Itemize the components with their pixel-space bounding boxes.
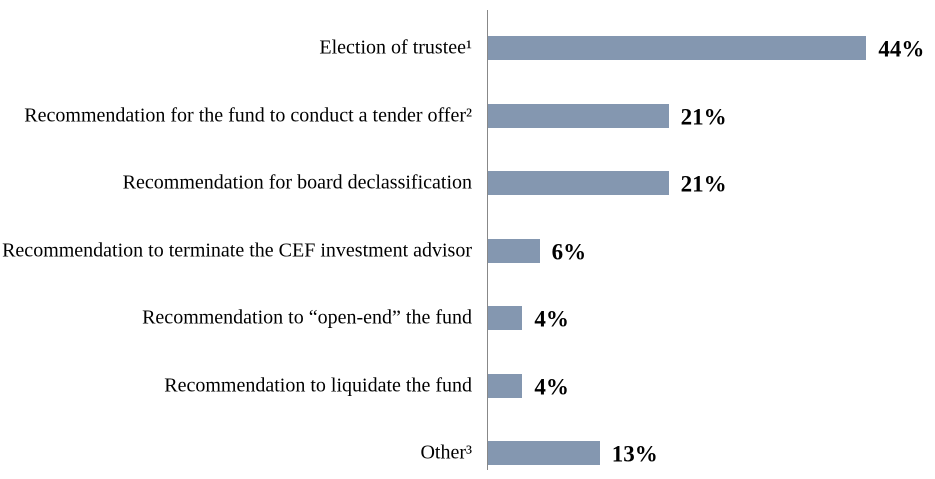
value-label: 4%: [534, 373, 569, 399]
category-label: Recommendation for the fund to conduct a…: [24, 104, 472, 126]
bar: [488, 441, 600, 465]
category-label: Election of trustee¹: [319, 36, 472, 59]
bar: [488, 373, 523, 398]
bar: [488, 306, 523, 330]
value-label: 13%: [611, 441, 658, 467]
category-label: Recommendation for board declassificatio…: [122, 171, 472, 194]
category-label: Other³: [420, 441, 472, 464]
category-label-box: Recommendation to terminate the CEF inve…: [2, 238, 472, 263]
bar: [488, 171, 669, 195]
category-label: Recommendation to liquidate the fund: [164, 374, 472, 396]
category-label-box: Recommendation to “open-end” the fund: [2, 306, 472, 331]
bar: [488, 36, 867, 60]
category-label: Recommendation to terminate the CEF inve…: [2, 239, 472, 261]
value-label: 44%: [878, 36, 925, 62]
category-label-box: Recommendation to liquidate the fund: [2, 373, 472, 398]
category-label-box: Election of trustee¹: [2, 36, 472, 61]
category-label-box: Other³: [2, 441, 472, 466]
bar: [488, 103, 669, 128]
value-label: 6%: [551, 238, 587, 264]
value-label: 21%: [680, 103, 727, 129]
axis-line: [487, 10, 488, 470]
category-label-box: Recommendation for board declassificatio…: [2, 171, 472, 196]
bar: [488, 238, 540, 263]
value-label: 4%: [534, 306, 569, 332]
category-label: Recommendation to “open-end” the fund: [142, 306, 472, 329]
category-label-box: Recommendation for the fund to conduct a…: [2, 103, 472, 128]
value-label: 21%: [680, 171, 727, 197]
